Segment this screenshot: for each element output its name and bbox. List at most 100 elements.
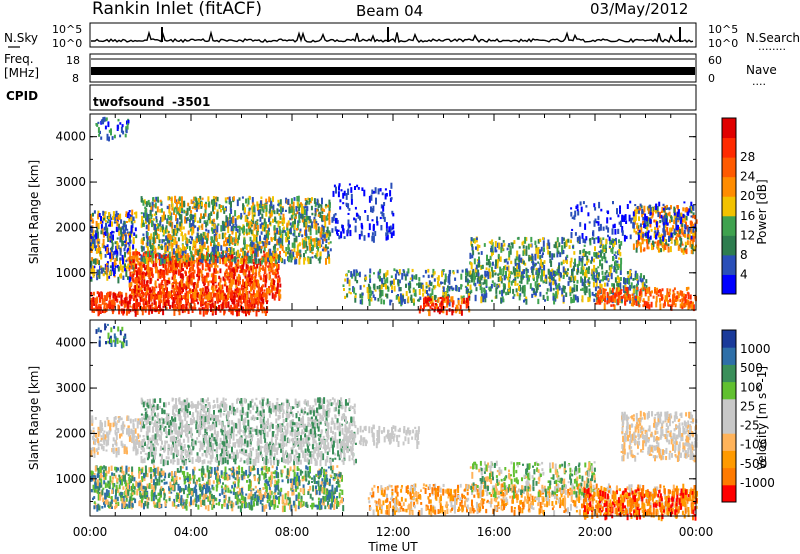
- power-echo: [201, 223, 204, 230]
- power-echo: [178, 196, 181, 201]
- power-echo: [282, 226, 285, 230]
- power-echo: [93, 234, 96, 238]
- power-echo: [628, 278, 630, 285]
- power-echo: [307, 197, 310, 201]
- power-echo: [128, 294, 131, 298]
- freq-band: [91, 67, 695, 75]
- power-echo: [197, 293, 200, 298]
- power-echo: [96, 248, 98, 254]
- power-echo: [201, 277, 204, 282]
- power-echo: [210, 306, 212, 312]
- power-echo: [354, 225, 357, 233]
- power-echo: [615, 255, 618, 259]
- power-echo: [281, 233, 284, 240]
- power-echo: [171, 282, 174, 285]
- power-echo: [98, 272, 101, 279]
- power-echo: [488, 286, 491, 291]
- power-echo: [151, 273, 154, 278]
- power-echo: [591, 273, 594, 279]
- power-echo: [103, 231, 105, 237]
- power-echo: [90, 298, 93, 302]
- power-echo: [599, 280, 601, 284]
- power-echo: [207, 294, 210, 302]
- power-echo: [570, 297, 573, 304]
- power-echo: [518, 259, 521, 263]
- power-echo: [182, 244, 184, 251]
- power-echo: [181, 235, 184, 242]
- power-echo: [610, 248, 613, 253]
- power-echo: [397, 296, 400, 302]
- power-echo: [591, 237, 594, 240]
- power-echo: [205, 260, 208, 268]
- power-echo: [529, 243, 532, 248]
- power-echo: [91, 244, 94, 250]
- power-echo: [259, 216, 262, 222]
- power-echo: [145, 271, 148, 275]
- power-echo: [211, 228, 214, 234]
- power-echo: [274, 216, 277, 223]
- power-echo: [465, 287, 468, 291]
- power-echo: [247, 197, 250, 205]
- power-echo: [448, 299, 451, 307]
- power-echo: [278, 226, 281, 230]
- power-echo: [237, 259, 240, 263]
- power-echo: [249, 246, 252, 251]
- power-echo: [451, 296, 454, 303]
- power-echo: [480, 296, 483, 304]
- power-echo: [108, 299, 111, 303]
- power-echo: [133, 268, 136, 276]
- power-echo: [208, 263, 211, 266]
- power-echo: [519, 284, 522, 292]
- power-echo: [177, 198, 180, 204]
- power-echo: [201, 216, 204, 219]
- power-echo: [276, 264, 278, 271]
- power-echo: [176, 253, 179, 259]
- power-echo: [236, 199, 239, 207]
- power-echo: [624, 278, 627, 283]
- power-echo: [458, 287, 461, 292]
- power-echo: [328, 209, 331, 213]
- power-echo: [154, 305, 157, 308]
- power-echo: [484, 270, 487, 277]
- power-echo: [204, 286, 207, 293]
- power-echo: [581, 287, 584, 291]
- power-echo: [233, 273, 236, 280]
- power-echo: [635, 289, 638, 297]
- power-echo: [154, 280, 157, 287]
- power-echo: [276, 271, 279, 275]
- power-echo: [110, 234, 113, 240]
- power-echo: [207, 281, 210, 286]
- power-echo: [144, 267, 147, 271]
- power-echo: [140, 223, 143, 228]
- power-echo: [99, 251, 102, 255]
- power-echo: [150, 293, 153, 301]
- power-echo: [684, 207, 687, 213]
- power-echo: [531, 268, 534, 276]
- power-echo: [90, 300, 93, 305]
- power-echo: [187, 308, 190, 314]
- power-echo: [332, 216, 335, 222]
- power-echo: [297, 220, 300, 226]
- power-echo: [294, 257, 297, 265]
- power-echo: [571, 287, 574, 294]
- power-echo: [558, 262, 561, 266]
- power-echo: [382, 205, 385, 212]
- power-echo: [344, 295, 347, 299]
- power-echo: [460, 273, 463, 280]
- power-echo: [176, 218, 179, 225]
- power-echo: [301, 238, 304, 246]
- power-echo: [110, 217, 113, 220]
- power-echo: [403, 270, 406, 273]
- power-echo: [474, 282, 477, 287]
- power-echo: [164, 264, 167, 271]
- power-echo: [316, 209, 319, 212]
- power-echo: [562, 250, 565, 254]
- power-echo: [547, 239, 550, 246]
- power-echo: [193, 288, 196, 293]
- power-echo: [425, 281, 428, 286]
- noise-right-tick-bottom: 10^0: [708, 37, 738, 50]
- power-echo: [230, 293, 233, 299]
- power-echo: [603, 275, 606, 281]
- power-echo: [390, 197, 393, 200]
- power-echo: [317, 223, 319, 226]
